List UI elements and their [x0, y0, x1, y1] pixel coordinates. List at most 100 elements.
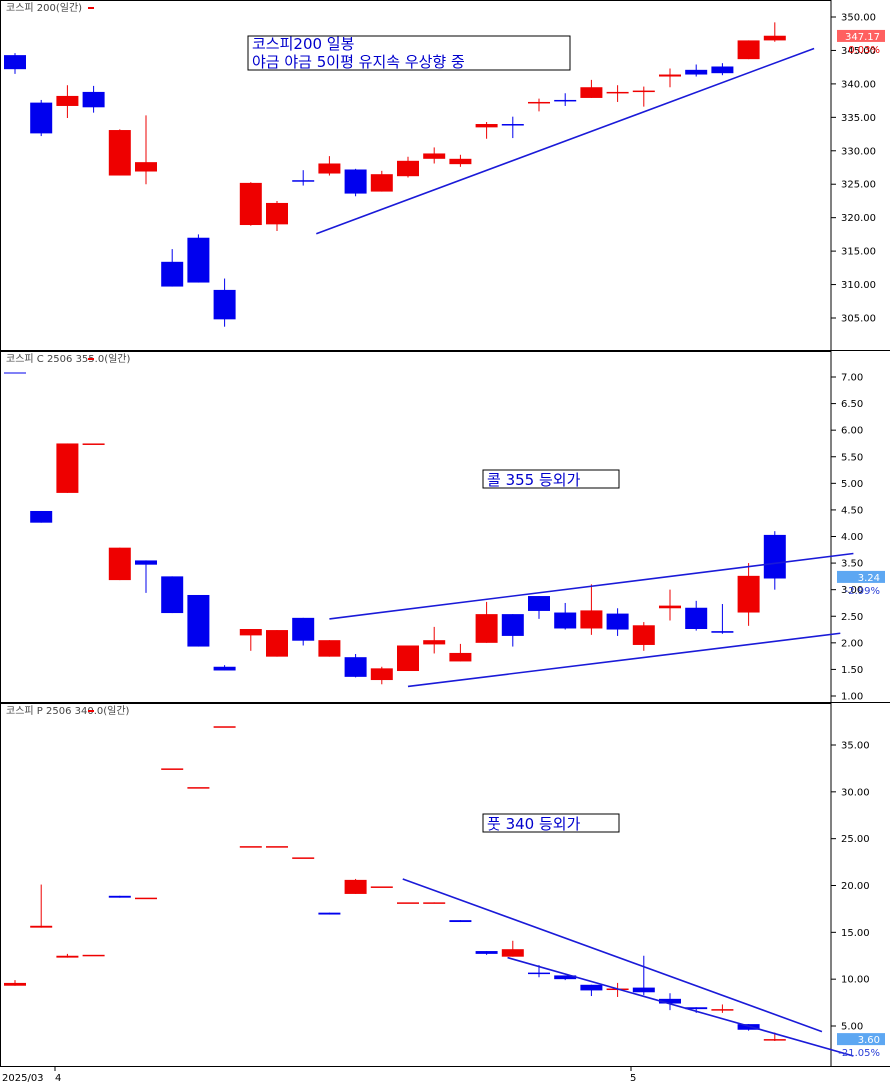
candle-body: [266, 202, 288, 225]
candle: [370, 666, 393, 685]
annotation-box: [482, 813, 620, 833]
date-axis: 2025/03 4 5: [2, 1066, 636, 1083]
candle-body: [370, 886, 393, 888]
candle: [397, 156, 419, 178]
panel-title: 코스피 P 2506 340.0(일간): [6, 705, 130, 717]
candle: [108, 129, 131, 176]
candle: [632, 955, 655, 996]
panel-frame: [0, 703, 832, 1067]
candle: [108, 895, 131, 898]
y-tick-label: 6.00: [841, 426, 863, 437]
candle: [554, 602, 577, 630]
candle-body: [659, 998, 681, 1004]
candle-body: [239, 629, 262, 636]
candle-body: [501, 124, 524, 126]
candle-body: [501, 614, 524, 636]
candle: [292, 170, 315, 186]
y-tick-label: 30.00: [841, 787, 870, 798]
last-price-label: 3.24: [858, 573, 880, 584]
candle-body: [318, 640, 341, 657]
trendline: [402, 878, 823, 1033]
candle-body: [292, 617, 315, 641]
trendline: [329, 552, 854, 620]
candle: [554, 975, 577, 981]
candle: [606, 982, 629, 997]
candle-body: [213, 666, 236, 671]
y-tick-label: 15.00: [841, 928, 870, 939]
candle-body: [397, 160, 419, 177]
candle-body: [423, 153, 446, 159]
candle: [685, 600, 708, 631]
title-color-marker: [88, 7, 94, 9]
candle: [501, 940, 524, 957]
candle-body: [82, 91, 105, 108]
change-percent-label: 0.03%: [848, 45, 880, 56]
candle: [449, 643, 472, 662]
candle: [266, 200, 288, 232]
y-tick-label: 2.00: [841, 638, 863, 649]
candle-body: [318, 163, 341, 174]
candle-body: [685, 1007, 708, 1010]
annotation-box: [482, 469, 620, 489]
y-tick-label: 320.00: [841, 213, 876, 224]
candle-body: [423, 640, 446, 645]
candle-body: [56, 95, 79, 106]
candle-body: [554, 612, 577, 629]
candle-body: [711, 66, 734, 74]
candle-body: [161, 261, 184, 287]
candle: [423, 626, 446, 654]
candle: [737, 40, 760, 60]
candle: [475, 951, 498, 955]
candle: [606, 608, 629, 636]
candle-body: [528, 596, 550, 611]
candle: [4, 53, 26, 74]
candle: [187, 594, 210, 647]
candle: [135, 115, 157, 185]
candle-body: [344, 657, 367, 677]
y-tick-label: 3.00: [841, 585, 863, 596]
candle-body: [423, 902, 446, 904]
date-axis-month-label: 5: [630, 1073, 636, 1083]
y-tick-label: 340.00: [841, 79, 876, 90]
y-tick-label: 315.00: [841, 247, 876, 258]
candle: [30, 884, 53, 928]
candle: [239, 846, 262, 848]
candle: [659, 589, 681, 621]
candle-body: [4, 55, 26, 70]
kospi200-panel: 코스피 200(일간) 305.00 310.00 315.00 320.00 325.0…: [0, 0, 890, 351]
candle: [108, 547, 131, 581]
y-tick-label: 6.50: [841, 399, 863, 410]
y-tick-label: 5.50: [841, 452, 863, 463]
candle-body: [449, 920, 472, 923]
candle: [711, 1004, 734, 1013]
last-price-badge: [837, 570, 885, 583]
candle-body: [763, 1039, 786, 1041]
candle: [161, 768, 184, 770]
last-price-label: 3.60: [858, 1035, 880, 1046]
candle-body: [239, 182, 262, 226]
candle: [161, 576, 184, 614]
candle: [423, 147, 446, 164]
candle: [501, 614, 524, 647]
candle-body: [161, 576, 184, 614]
trendline: [316, 47, 815, 235]
y-tick-label: 5.00: [841, 1022, 863, 1033]
y-tick-label: 4.50: [841, 505, 863, 516]
y-tick-label: 5.00: [841, 479, 863, 490]
candle-body: [4, 982, 26, 986]
candle-body: [528, 972, 550, 975]
y-tick-label: 345.00: [841, 46, 876, 57]
y-tick-label: 305.00: [841, 314, 876, 325]
last-price-badge: [837, 29, 885, 42]
candle: [30, 510, 53, 523]
candle-body: [135, 897, 157, 900]
candle: [449, 920, 472, 923]
candle: [449, 154, 472, 167]
candle: [56, 953, 79, 958]
candle: [213, 665, 236, 671]
y-tick-label: 1.50: [841, 665, 863, 676]
candle-body: [161, 768, 184, 770]
candle: [475, 601, 498, 643]
candle-body: [266, 846, 288, 848]
candle: [344, 653, 367, 678]
